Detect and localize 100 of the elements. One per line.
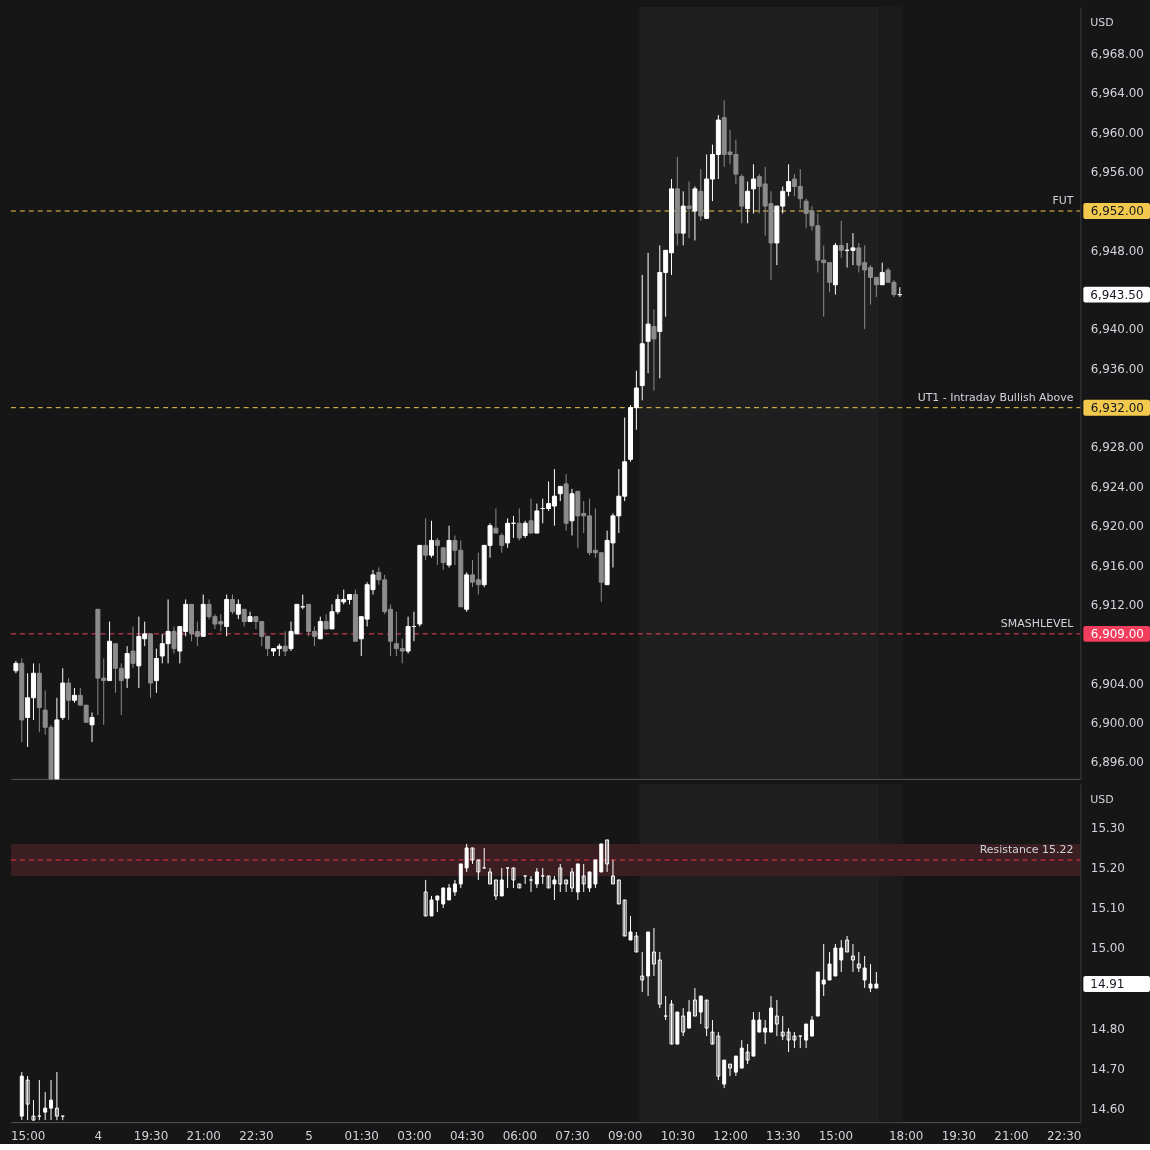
candlestick [745, 181, 751, 224]
y-tick-label: 15.20 [1090, 861, 1125, 876]
y-tick-label: 6,900.00 [1090, 715, 1144, 730]
x-tick-label: 06:00 [502, 1128, 537, 1143]
candlestick [534, 867, 539, 889]
candlestick [610, 859, 615, 885]
candlestick [657, 951, 662, 1009]
x-tick-label: 04:30 [449, 1128, 485, 1143]
y-tick-label: 6,956.00 [1090, 165, 1144, 180]
candlestick [528, 498, 534, 534]
x-tick-label: 21:00 [994, 1128, 1029, 1143]
ref-line-label: Resistance 15.22 [979, 842, 1074, 856]
x-tick-label: 10:30 [660, 1128, 696, 1143]
candlestick [89, 712, 95, 743]
x-tick-label: 13:30 [766, 1128, 801, 1143]
y-tick-label: 6,909.00 [1090, 627, 1144, 642]
text: 14.91 [1090, 977, 1125, 992]
candlestick [440, 547, 446, 571]
candlestick [809, 1015, 814, 1037]
x-tick-label: 22:30 [239, 1128, 274, 1143]
ref-line-label: SMASHLEVEL [1000, 616, 1075, 630]
candlestick [529, 875, 534, 893]
y-tick-label: 6,936.00 [1090, 361, 1144, 376]
x-tick-label: 4 [94, 1128, 103, 1143]
y-tick-label: 6,896.00 [1090, 755, 1144, 770]
candlestick [692, 185, 698, 242]
y-tick-label: 6,948.00 [1090, 243, 1144, 258]
candlestick [235, 598, 241, 620]
x-tick-label: 15:00 [10, 1128, 46, 1143]
candlestick [130, 625, 136, 669]
text: 6,943.50 [1090, 287, 1144, 302]
x-tick-label: 5 [305, 1128, 313, 1143]
candlestick [493, 879, 498, 901]
candlestick [49, 1079, 54, 1121]
y-tick-label: 6,920.00 [1090, 519, 1144, 534]
candlestick [43, 1091, 48, 1121]
x-tick-label: 18:00 [888, 1128, 924, 1143]
candlestick [798, 1035, 803, 1049]
y-tick-label: 6,916.00 [1090, 558, 1144, 573]
y-tick-label: 6,960.00 [1090, 125, 1144, 140]
candlestick [564, 879, 569, 893]
candlestick [54, 1071, 59, 1121]
candlestick [645, 252, 651, 374]
candlestick [692, 987, 697, 1017]
candlestick [499, 532, 505, 554]
candlestick [845, 935, 850, 953]
candlestick [640, 951, 645, 993]
candlestick [505, 867, 510, 889]
candlestick [499, 867, 504, 897]
y-tick-label: 6,968.00 [1090, 47, 1144, 62]
text: USD [1090, 15, 1114, 29]
candlestick [728, 1063, 733, 1077]
candlestick [856, 951, 861, 973]
candlestick [429, 520, 434, 559]
candlestick [651, 927, 656, 977]
candlestick [282, 630, 288, 657]
y-tick-label: 15.30 [1090, 821, 1125, 836]
x-tick-label: 19:30 [941, 1128, 976, 1143]
candlestick [750, 163, 756, 214]
candlestick [505, 517, 511, 549]
y-tick-label: 14.80 [1090, 1021, 1125, 1036]
y-tick-label: 6,964.00 [1090, 86, 1144, 101]
x-tick-label: 09:00 [607, 1128, 643, 1143]
candlestick [570, 867, 574, 893]
x-tick-label: 21:00 [186, 1128, 221, 1143]
candlestick [850, 943, 855, 973]
text: USD [1090, 792, 1114, 806]
x-tick-label: 22:30 [1047, 1128, 1082, 1143]
y-tick-label: 15.00 [1090, 941, 1125, 956]
candlestick [616, 879, 621, 905]
y-tick-label: 6,940.00 [1090, 322, 1144, 337]
x-tick-label: 01:30 [344, 1128, 379, 1143]
candlestick [230, 594, 235, 615]
candlestick [482, 847, 487, 869]
candlestick [317, 616, 323, 640]
candlestick [879, 262, 885, 286]
candlestick [31, 1099, 36, 1121]
y-tick-label: 14.60 [1090, 1101, 1125, 1116]
candlestick [605, 839, 610, 873]
candlestick [516, 507, 522, 541]
y-tick-label: 6,932.00 [1090, 401, 1144, 416]
x-tick-label: 15:00 [818, 1128, 854, 1143]
candlestick [663, 995, 668, 1021]
candlestick [862, 955, 867, 989]
y-tick-label: 6,924.00 [1090, 479, 1144, 494]
candlestick [488, 867, 493, 885]
x-tick-label: 07:30 [555, 1128, 590, 1143]
x-tick-label: 12:00 [713, 1128, 748, 1143]
y-tick-label: 14.70 [1090, 1061, 1125, 1076]
y-tick-label: 6,952.00 [1090, 204, 1144, 219]
candlestick [423, 517, 429, 561]
candlestick [171, 625, 177, 655]
y-tick-label: 6,912.00 [1090, 597, 1144, 612]
candlestick [493, 507, 499, 534]
candlestick [804, 1023, 809, 1049]
candlestick [686, 181, 692, 239]
candlestick [323, 613, 329, 630]
x-tick-label: 19:30 [133, 1128, 169, 1143]
candlestick [651, 308, 657, 391]
x-tick-label: 03:00 [397, 1128, 432, 1143]
